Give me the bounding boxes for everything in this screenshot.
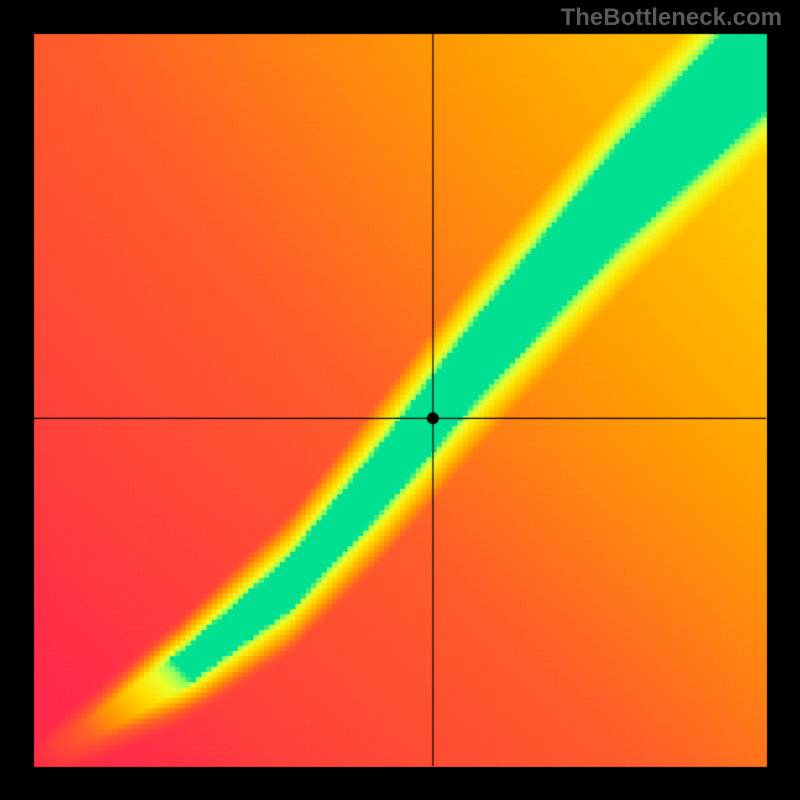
watermark-text: TheBottleneck.com: [561, 4, 782, 32]
bottleneck-heatmap: [0, 0, 800, 800]
